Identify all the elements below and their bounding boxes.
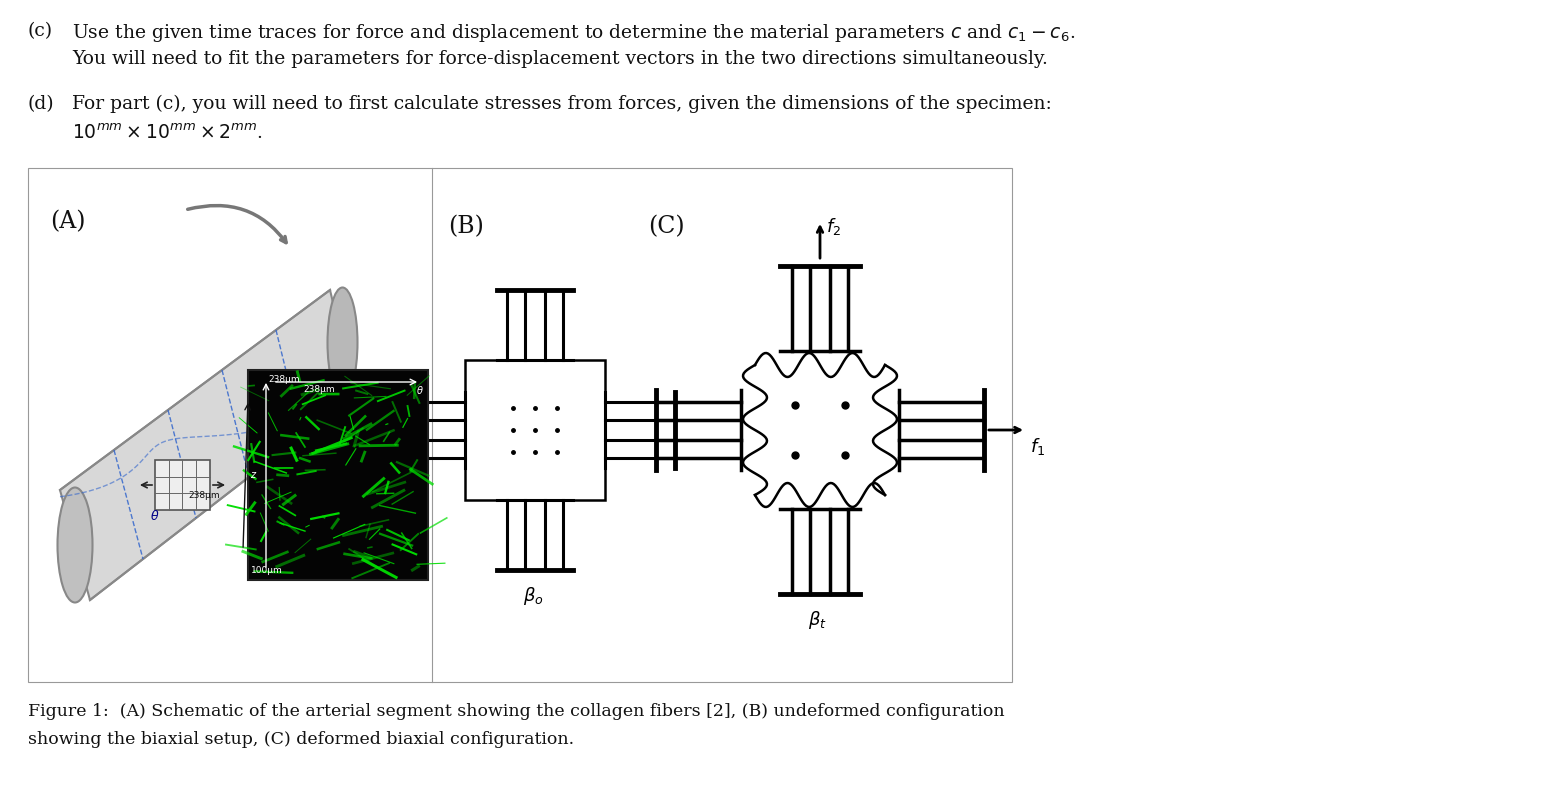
Bar	[154, 460, 210, 510]
Text: $f_1$: $f_1$	[1030, 436, 1045, 457]
Text: $f_2$: $f_2$	[826, 216, 841, 237]
Text: Use the given time traces for force and displacement to determine the material p: Use the given time traces for force and …	[73, 22, 1075, 44]
Text: $\beta_t$: $\beta_t$	[808, 609, 828, 631]
Text: 238μm: 238μm	[188, 491, 219, 500]
Text: (C): (C)	[648, 215, 684, 238]
Polygon shape	[60, 290, 355, 600]
Ellipse shape	[57, 488, 93, 602]
Bar	[249, 370, 428, 580]
Text: For part (c), you will need to first calculate stresses from forces, given the d: For part (c), you will need to first cal…	[73, 95, 1051, 113]
Text: You will need to fit the parameters for force-displacement vectors in the two di: You will need to fit the parameters for …	[73, 50, 1048, 68]
Text: $10^{mm} \times 10^{mm} \times 2^{mm}$.: $10^{mm} \times 10^{mm} \times 2^{mm}$.	[73, 124, 262, 144]
Text: $z$: $z$	[250, 470, 258, 480]
Bar	[28, 168, 1011, 682]
Text: 238μm: 238μm	[303, 385, 335, 394]
Text: (d): (d)	[28, 95, 54, 113]
Text: $\theta$: $\theta$	[415, 384, 423, 396]
Text: (B): (B)	[448, 215, 483, 238]
Text: 100μm: 100μm	[252, 566, 283, 575]
Text: Figure 1:  (A) Schematic of the arterial segment showing the collagen fibers [2]: Figure 1: (A) Schematic of the arterial …	[28, 703, 1005, 720]
Bar	[465, 360, 605, 500]
Text: (c): (c)	[28, 22, 52, 40]
Text: showing the biaxial setup, (C) deformed biaxial configuration.: showing the biaxial setup, (C) deformed …	[28, 731, 574, 748]
Text: (A): (A)	[49, 210, 85, 233]
Text: $\beta_o$: $\beta_o$	[523, 585, 543, 607]
Ellipse shape	[327, 287, 358, 397]
Text: 238μm: 238μm	[269, 375, 300, 384]
Text: $\theta$: $\theta$	[150, 509, 159, 523]
